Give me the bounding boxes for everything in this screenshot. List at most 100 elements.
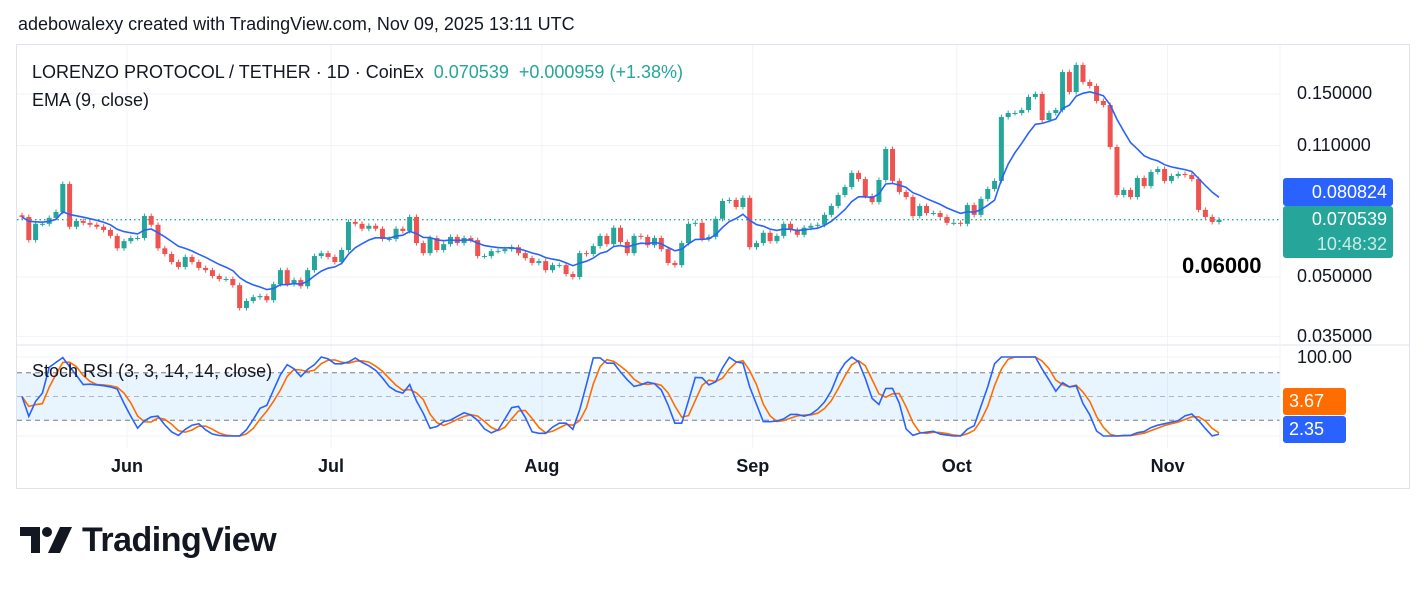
candle-down <box>475 240 481 257</box>
candle-down <box>937 213 943 217</box>
legend-price: 0.070539 <box>433 62 509 82</box>
candle-down <box>896 180 902 192</box>
candle-down <box>944 216 950 223</box>
candle-down <box>67 183 73 227</box>
candle-up <box>740 197 746 208</box>
candle-up <box>481 256 487 258</box>
candle-down <box>1100 101 1106 105</box>
month-tick: Nov <box>1150 456 1185 476</box>
candle-down <box>1128 189 1134 198</box>
candle-up <box>488 251 494 257</box>
candle-up <box>917 205 923 217</box>
month-tick: Jun <box>111 456 144 476</box>
candle-down <box>332 256 338 263</box>
candle-down <box>638 235 644 237</box>
candle-up <box>250 297 256 301</box>
candle-down <box>522 253 528 259</box>
candle-down <box>794 229 800 235</box>
candle-up <box>1168 175 1174 181</box>
last-price-value: 0.070539 <box>1311 209 1387 229</box>
candle-up <box>577 253 583 277</box>
candle-up <box>1121 189 1127 195</box>
candle-down <box>515 247 521 254</box>
candle-down <box>1141 177 1147 187</box>
candle-up <box>985 188 991 199</box>
candle-down <box>209 270 215 277</box>
candle-up <box>998 117 1004 181</box>
candle-up <box>277 270 283 285</box>
candle-up <box>495 251 501 253</box>
candle-up <box>720 201 726 219</box>
ema-value-tag: 0.080824 <box>1283 178 1393 206</box>
candle-up <box>713 218 719 237</box>
candle-up <box>243 300 249 309</box>
candle-down <box>672 262 678 266</box>
candle-up <box>1175 173 1181 176</box>
candle-down <box>570 274 576 277</box>
candle-down <box>543 261 549 271</box>
candle-up <box>271 284 277 301</box>
candle-down <box>604 235 610 245</box>
ema-legend[interactable]: EMA (9, close) <box>32 90 150 110</box>
candle-up <box>223 279 229 281</box>
candle-up <box>257 296 263 298</box>
candle-down <box>189 256 195 263</box>
candle-down <box>1107 104 1113 148</box>
candle-down <box>264 296 270 301</box>
candle-up <box>1026 96 1032 111</box>
candle-down <box>169 254 175 263</box>
candle-up <box>386 239 392 241</box>
candle-up <box>182 256 188 267</box>
candle-down <box>924 205 930 214</box>
legend-change: +0.000959 (+1.38%) <box>518 62 683 82</box>
candle-down <box>216 276 222 280</box>
candle-down <box>733 199 739 208</box>
candle-down <box>325 253 331 257</box>
candle-up <box>53 211 59 218</box>
candle-up <box>121 241 127 249</box>
candle-up <box>801 227 807 235</box>
candle-down <box>94 224 100 227</box>
candle-down <box>1202 209 1208 217</box>
candle-down <box>1209 216 1215 222</box>
candle-up <box>1134 177 1140 198</box>
candle-down <box>788 223 794 230</box>
candle-up <box>1046 113 1052 121</box>
candle-down <box>665 249 671 263</box>
watermark-text: adebowalexy created with TradingView.com… <box>18 14 575 34</box>
candle-down <box>359 223 365 229</box>
candle-up <box>1012 113 1018 115</box>
tradingview-logo[interactable]: TradingView <box>20 520 277 560</box>
candle-down <box>230 279 236 286</box>
candle-up <box>774 235 780 242</box>
candle-up <box>815 224 821 226</box>
candle-up <box>978 198 984 215</box>
candle-up <box>1155 169 1161 173</box>
candle-down <box>373 225 379 229</box>
candle-up <box>345 221 351 250</box>
candle-down <box>352 221 358 224</box>
candle-up <box>808 225 814 228</box>
candle-up <box>679 243 685 266</box>
candle-up <box>842 187 848 195</box>
candle-down <box>583 253 589 255</box>
candle-up <box>849 172 855 188</box>
candle-up <box>964 205 970 224</box>
stoch-k-tag: 2.35 <box>1283 416 1346 443</box>
symbol-title: LORENZO PROTOCOL / TETHER · 1D · CoinEx <box>32 62 424 82</box>
candle-up <box>311 256 317 271</box>
candle-up <box>339 249 345 263</box>
candle-down <box>87 222 93 225</box>
stoch-band <box>17 356 1280 437</box>
candle-up <box>590 246 596 255</box>
candle-down <box>148 216 154 225</box>
stoch-legend[interactable]: Stoch RSI (3, 3, 14, 14, close) <box>32 361 273 381</box>
candle-down <box>1039 93 1045 121</box>
candle-down <box>869 196 875 203</box>
candle-up <box>1005 113 1011 118</box>
month-tick: Sep <box>736 456 770 476</box>
candle-down <box>468 237 474 241</box>
candles <box>19 62 1222 311</box>
price-annotation[interactable]: 0.06000 <box>1182 253 1262 278</box>
